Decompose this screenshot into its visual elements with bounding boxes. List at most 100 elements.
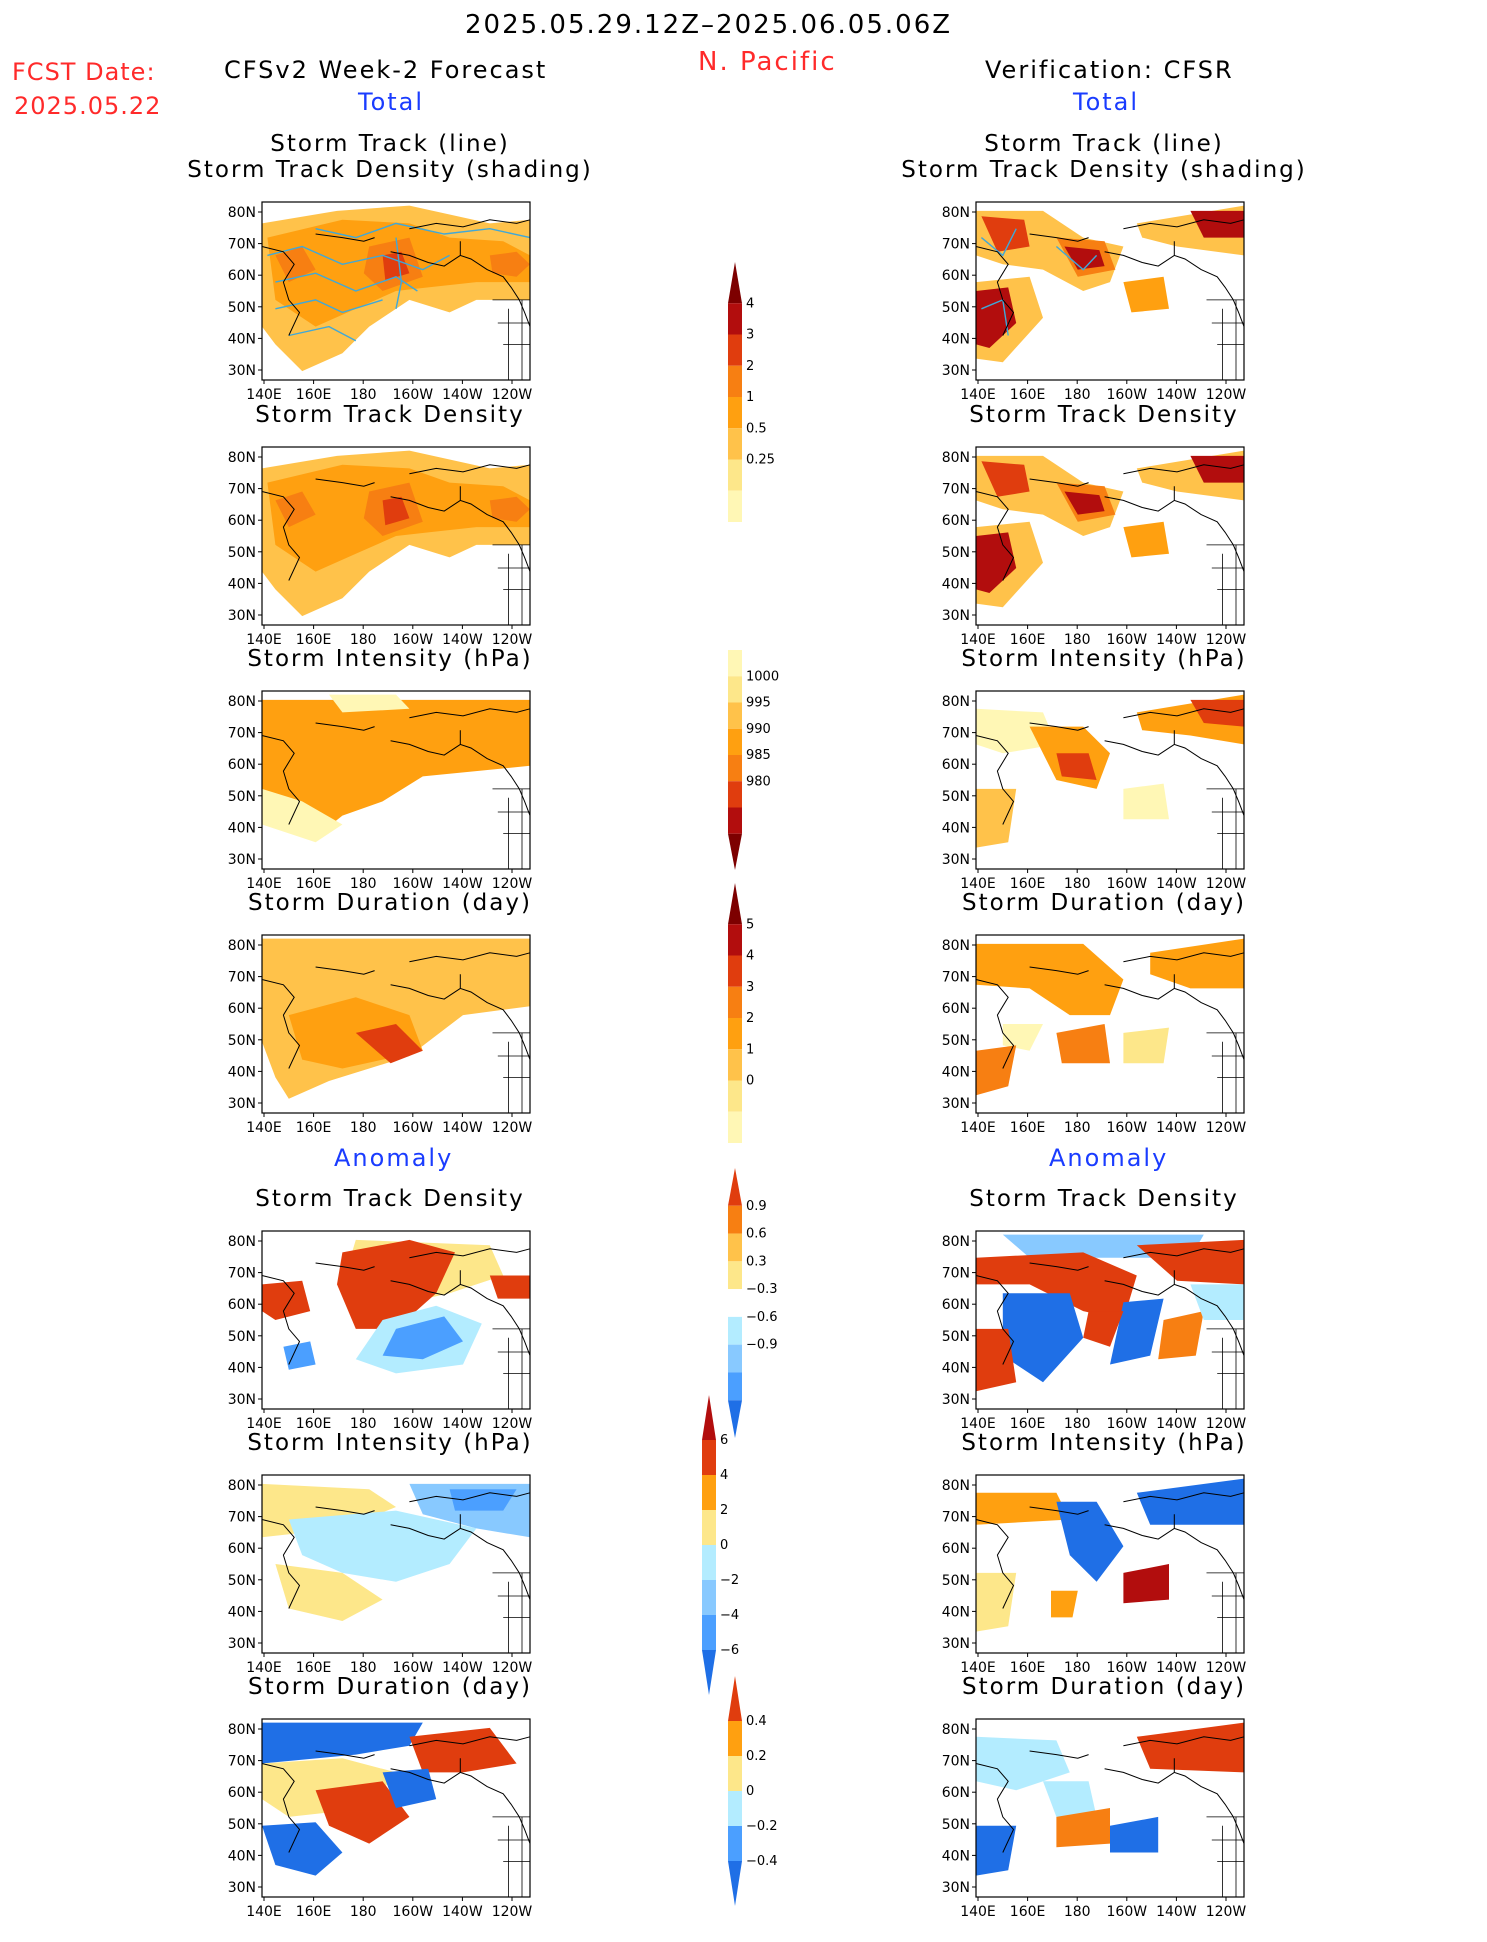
- lon-tick-label: 160W: [1107, 387, 1148, 403]
- colorbar-label: 3: [746, 980, 754, 995]
- shaded-region: [1123, 276, 1169, 313]
- shaded-region: [1051, 1590, 1078, 1618]
- colorbar-label: 0.25: [746, 453, 775, 468]
- state-borders: [492, 1572, 530, 1653]
- lat-tick-label: 50N: [942, 1817, 970, 1833]
- coastline: [975, 1492, 1245, 1609]
- colorbar-label: 0.6: [746, 1227, 767, 1242]
- shaded-region: [489, 1275, 530, 1299]
- shaded-region: [976, 1328, 1017, 1392]
- map-svg: 80N 70N 60N 50N 40N 30N 140E 160E 180 160W 140W 120…: [228, 1474, 532, 1676]
- colorbar-label: −4: [720, 1608, 739, 1623]
- state-borders: [492, 299, 530, 380]
- map-svg: 80N 70N 60N 50N 40N 30N 140E 160E 180 160W 140W 120…: [228, 690, 532, 892]
- coastline: [261, 1248, 531, 1365]
- colorbar-label: 4: [746, 296, 754, 311]
- lon-tick-label: 160E: [296, 1120, 332, 1136]
- colorbar-swatch: [728, 334, 742, 366]
- lat-tick-label: 50N: [228, 1329, 256, 1345]
- plot-frame: [975, 1230, 1245, 1410]
- plot-frame: [975, 934, 1245, 1114]
- state-borders: [1206, 1816, 1244, 1897]
- lat-tick-label: 40N: [228, 1848, 256, 1864]
- lat-tick-label: 80N: [228, 1478, 256, 1494]
- lat-tick-label: 40N: [942, 1848, 970, 1864]
- coastline: [261, 219, 531, 336]
- right-duration-anom-title: Storm Duration (day): [962, 1674, 1246, 1700]
- colorbar-swatch: [728, 365, 742, 397]
- map-svg: 80N 70N 60N 50N 40N 30N 140E 160E 180 160W 140W 120…: [228, 446, 532, 648]
- colorbar-swatch: [728, 262, 742, 304]
- shaded-region: [1056, 753, 1097, 780]
- storm-track-line: [267, 245, 450, 271]
- coastline: [261, 1736, 531, 1853]
- state-borders: [1206, 544, 1244, 625]
- shaded-region: [1150, 938, 1244, 989]
- plot-frame: [261, 1230, 531, 1410]
- colorbar-label: 0.3: [746, 1254, 767, 1269]
- lon-tick-label: 160E: [1010, 1120, 1046, 1136]
- colorbar-swatch: [728, 1261, 742, 1290]
- colorbar-swatch: [728, 1826, 742, 1861]
- right-intensity-title: Storm Intensity (hPa): [961, 646, 1247, 672]
- lat-tick-label: 30N: [942, 1392, 970, 1408]
- fcst-date-value: 2025.05.22: [14, 92, 162, 120]
- lon-tick-label: 140W: [1156, 876, 1197, 892]
- lat-tick-label: 70N: [228, 237, 256, 253]
- lon-tick-label: 140W: [442, 387, 483, 403]
- lon-tick-label: 160E: [1010, 876, 1046, 892]
- lat-tick-label: 30N: [228, 1880, 256, 1896]
- colorbar-swatch: [728, 303, 742, 335]
- lat-tick-label: 50N: [228, 545, 256, 561]
- lon-tick-label: 140E: [246, 1416, 282, 1432]
- lat-tick-label: 50N: [942, 545, 970, 561]
- shaded-region: [275, 491, 316, 528]
- colorbar-swatch: [728, 1372, 742, 1401]
- shaded-region: [1083, 1311, 1124, 1347]
- shaded-region: [489, 251, 530, 277]
- shaded-region: [1002, 1293, 1084, 1383]
- shaded-region: [976, 287, 1017, 348]
- lon-tick-label: 180: [1064, 387, 1091, 403]
- lon-tick-label: 160W: [1107, 1904, 1148, 1920]
- lat-tick-label: 80N: [942, 694, 970, 710]
- shaded-region: [1056, 1501, 1124, 1582]
- colorbar-swatch: [728, 1676, 742, 1721]
- lon-tick-label: 140W: [442, 1904, 483, 1920]
- colorbar-label: 1: [746, 390, 754, 405]
- colorbar-swatch: [728, 1168, 742, 1206]
- colorbar-swatch: [728, 755, 742, 782]
- lon-tick-label: 180: [1064, 876, 1091, 892]
- lon-tick-label: 160W: [393, 387, 434, 403]
- lon-tick-label: 120W: [1206, 1904, 1247, 1920]
- colorbar-intensity-anomaly: 6 4 2 0 −2 −4 −6: [690, 1395, 770, 1705]
- shaded-region: [329, 694, 410, 713]
- plot-frame: [975, 1474, 1245, 1654]
- lat-tick-label: 80N: [228, 1234, 256, 1250]
- lon-tick-label: 120W: [1206, 1120, 1247, 1136]
- plot-frame: [261, 690, 531, 870]
- colorbar-density-anomaly: 0.9 0.6 0.3 −0.3 −0.6 −0.9: [716, 1168, 796, 1448]
- colorbar-swatch: [702, 1510, 716, 1545]
- colorbar-label: 995: [746, 696, 771, 711]
- lat-tick-label: 50N: [228, 1033, 256, 1049]
- left-density-anom-title: Storm Track Density: [255, 1186, 525, 1212]
- shaded-region: [1190, 210, 1244, 238]
- shaded-region: [1123, 1027, 1169, 1064]
- map-fcst-track-density-line: 80N 70N 60N 50N 40N 30N 140E 160E 180 160W 140W 120…: [200, 190, 546, 425]
- colorbar-label: −0.9: [746, 1338, 778, 1353]
- state-borders: [1206, 1328, 1244, 1409]
- lat-tick-label: 40N: [942, 576, 970, 592]
- plot-frame: [261, 201, 531, 381]
- colorbar-swatch: [702, 1650, 716, 1695]
- lat-tick-label: 40N: [942, 1064, 970, 1080]
- lon-tick-label: 140W: [442, 1660, 483, 1676]
- colorbar-label: −2: [720, 1573, 739, 1588]
- lat-tick-label: 40N: [228, 576, 256, 592]
- left-duration-title: Storm Duration (day): [248, 890, 532, 916]
- lon-tick-label: 140E: [960, 1904, 996, 1920]
- colorbar-label: 980: [746, 774, 771, 789]
- colorbar-swatch: [728, 1205, 742, 1234]
- lon-tick-label: 160E: [1010, 1660, 1046, 1676]
- lon-tick-label: 120W: [492, 1416, 533, 1432]
